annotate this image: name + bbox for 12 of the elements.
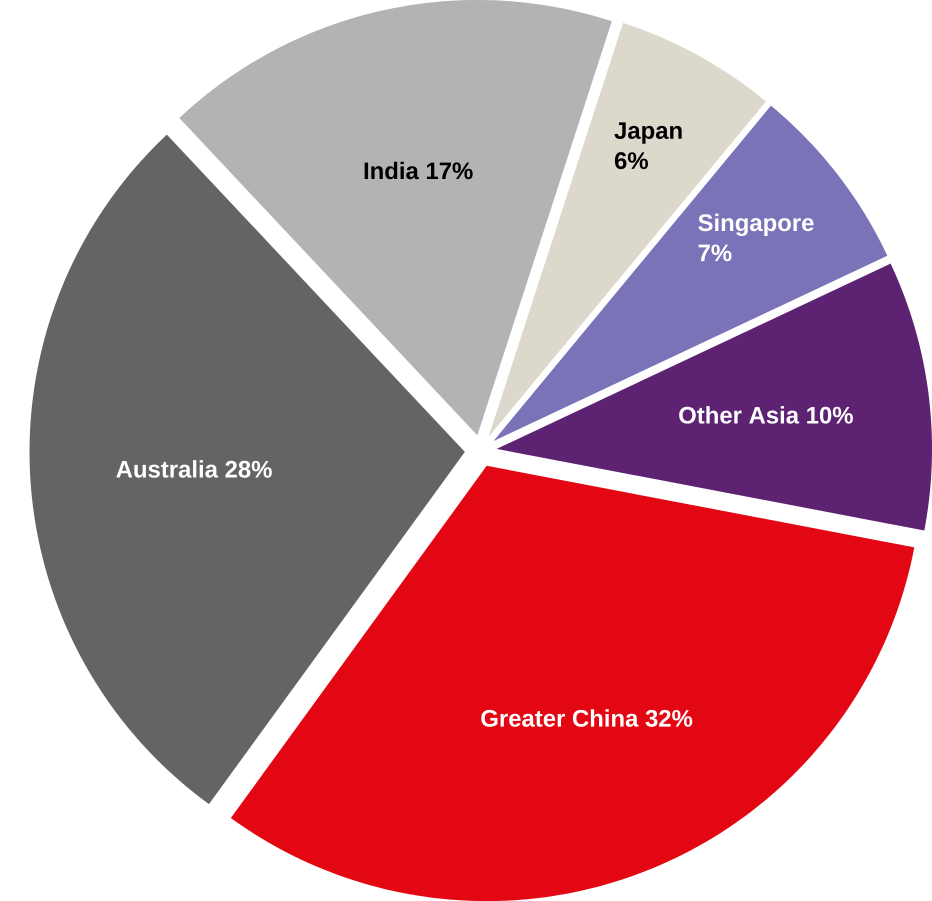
- data-label: 17%: [426, 162, 473, 180]
- data-label: 6%: [614, 152, 648, 170]
- slice-label: Greater China: [481, 709, 638, 727]
- data-label: 32%: [646, 710, 692, 727]
- data-label: 10%: [807, 406, 853, 424]
- data-label: 28%: [225, 460, 272, 478]
- slice-label: India: [364, 162, 419, 180]
- slice-label: Australia: [116, 460, 218, 478]
- slice-label: Japan: [614, 122, 682, 144]
- data-label: 7%: [698, 244, 732, 262]
- slice-label: Singapore: [698, 214, 814, 236]
- slice-label: Other Asia: [679, 406, 800, 424]
